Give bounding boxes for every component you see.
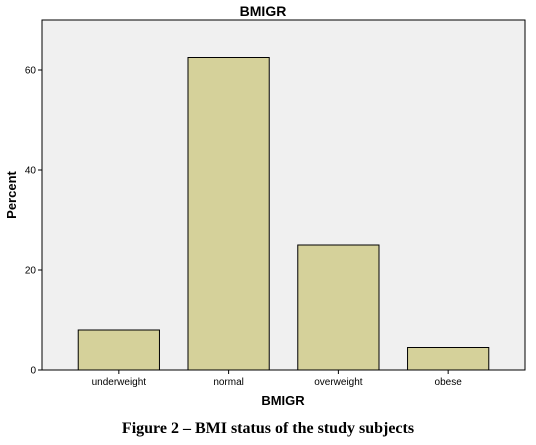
plot-area <box>41 19 526 371</box>
y-axis-title: Percent <box>4 170 19 218</box>
bar-normal <box>187 57 270 371</box>
x-tick-label-overweight: overweight <box>314 377 363 388</box>
y-tick-label: 60 <box>25 66 37 77</box>
figure-caption: Figure 2 – BMI status of the study subje… <box>121 420 415 437</box>
x-tick-label-underweight: underweight <box>92 377 147 388</box>
bar-obese <box>407 347 490 371</box>
bar-underweight <box>77 329 160 371</box>
x-axis-title: BMIGR <box>261 393 305 408</box>
y-tick-label: 40 <box>25 166 37 177</box>
x-tick-label-obese: obese <box>435 377 463 388</box>
x-axis-tick-labels: underweight normal overweight obese <box>92 370 463 388</box>
y-axis-ticks: 0 20 40 60 <box>25 66 42 377</box>
y-tick-label: 0 <box>30 366 36 377</box>
bar-chart: BMIGR 0 20 40 60 underweight normal overweigh… <box>4 3 526 408</box>
bar-overweight <box>297 244 380 371</box>
y-tick-label: 20 <box>25 266 37 277</box>
x-tick-label-normal: normal <box>213 377 244 388</box>
chart-title: BMIGR <box>240 3 287 19</box>
